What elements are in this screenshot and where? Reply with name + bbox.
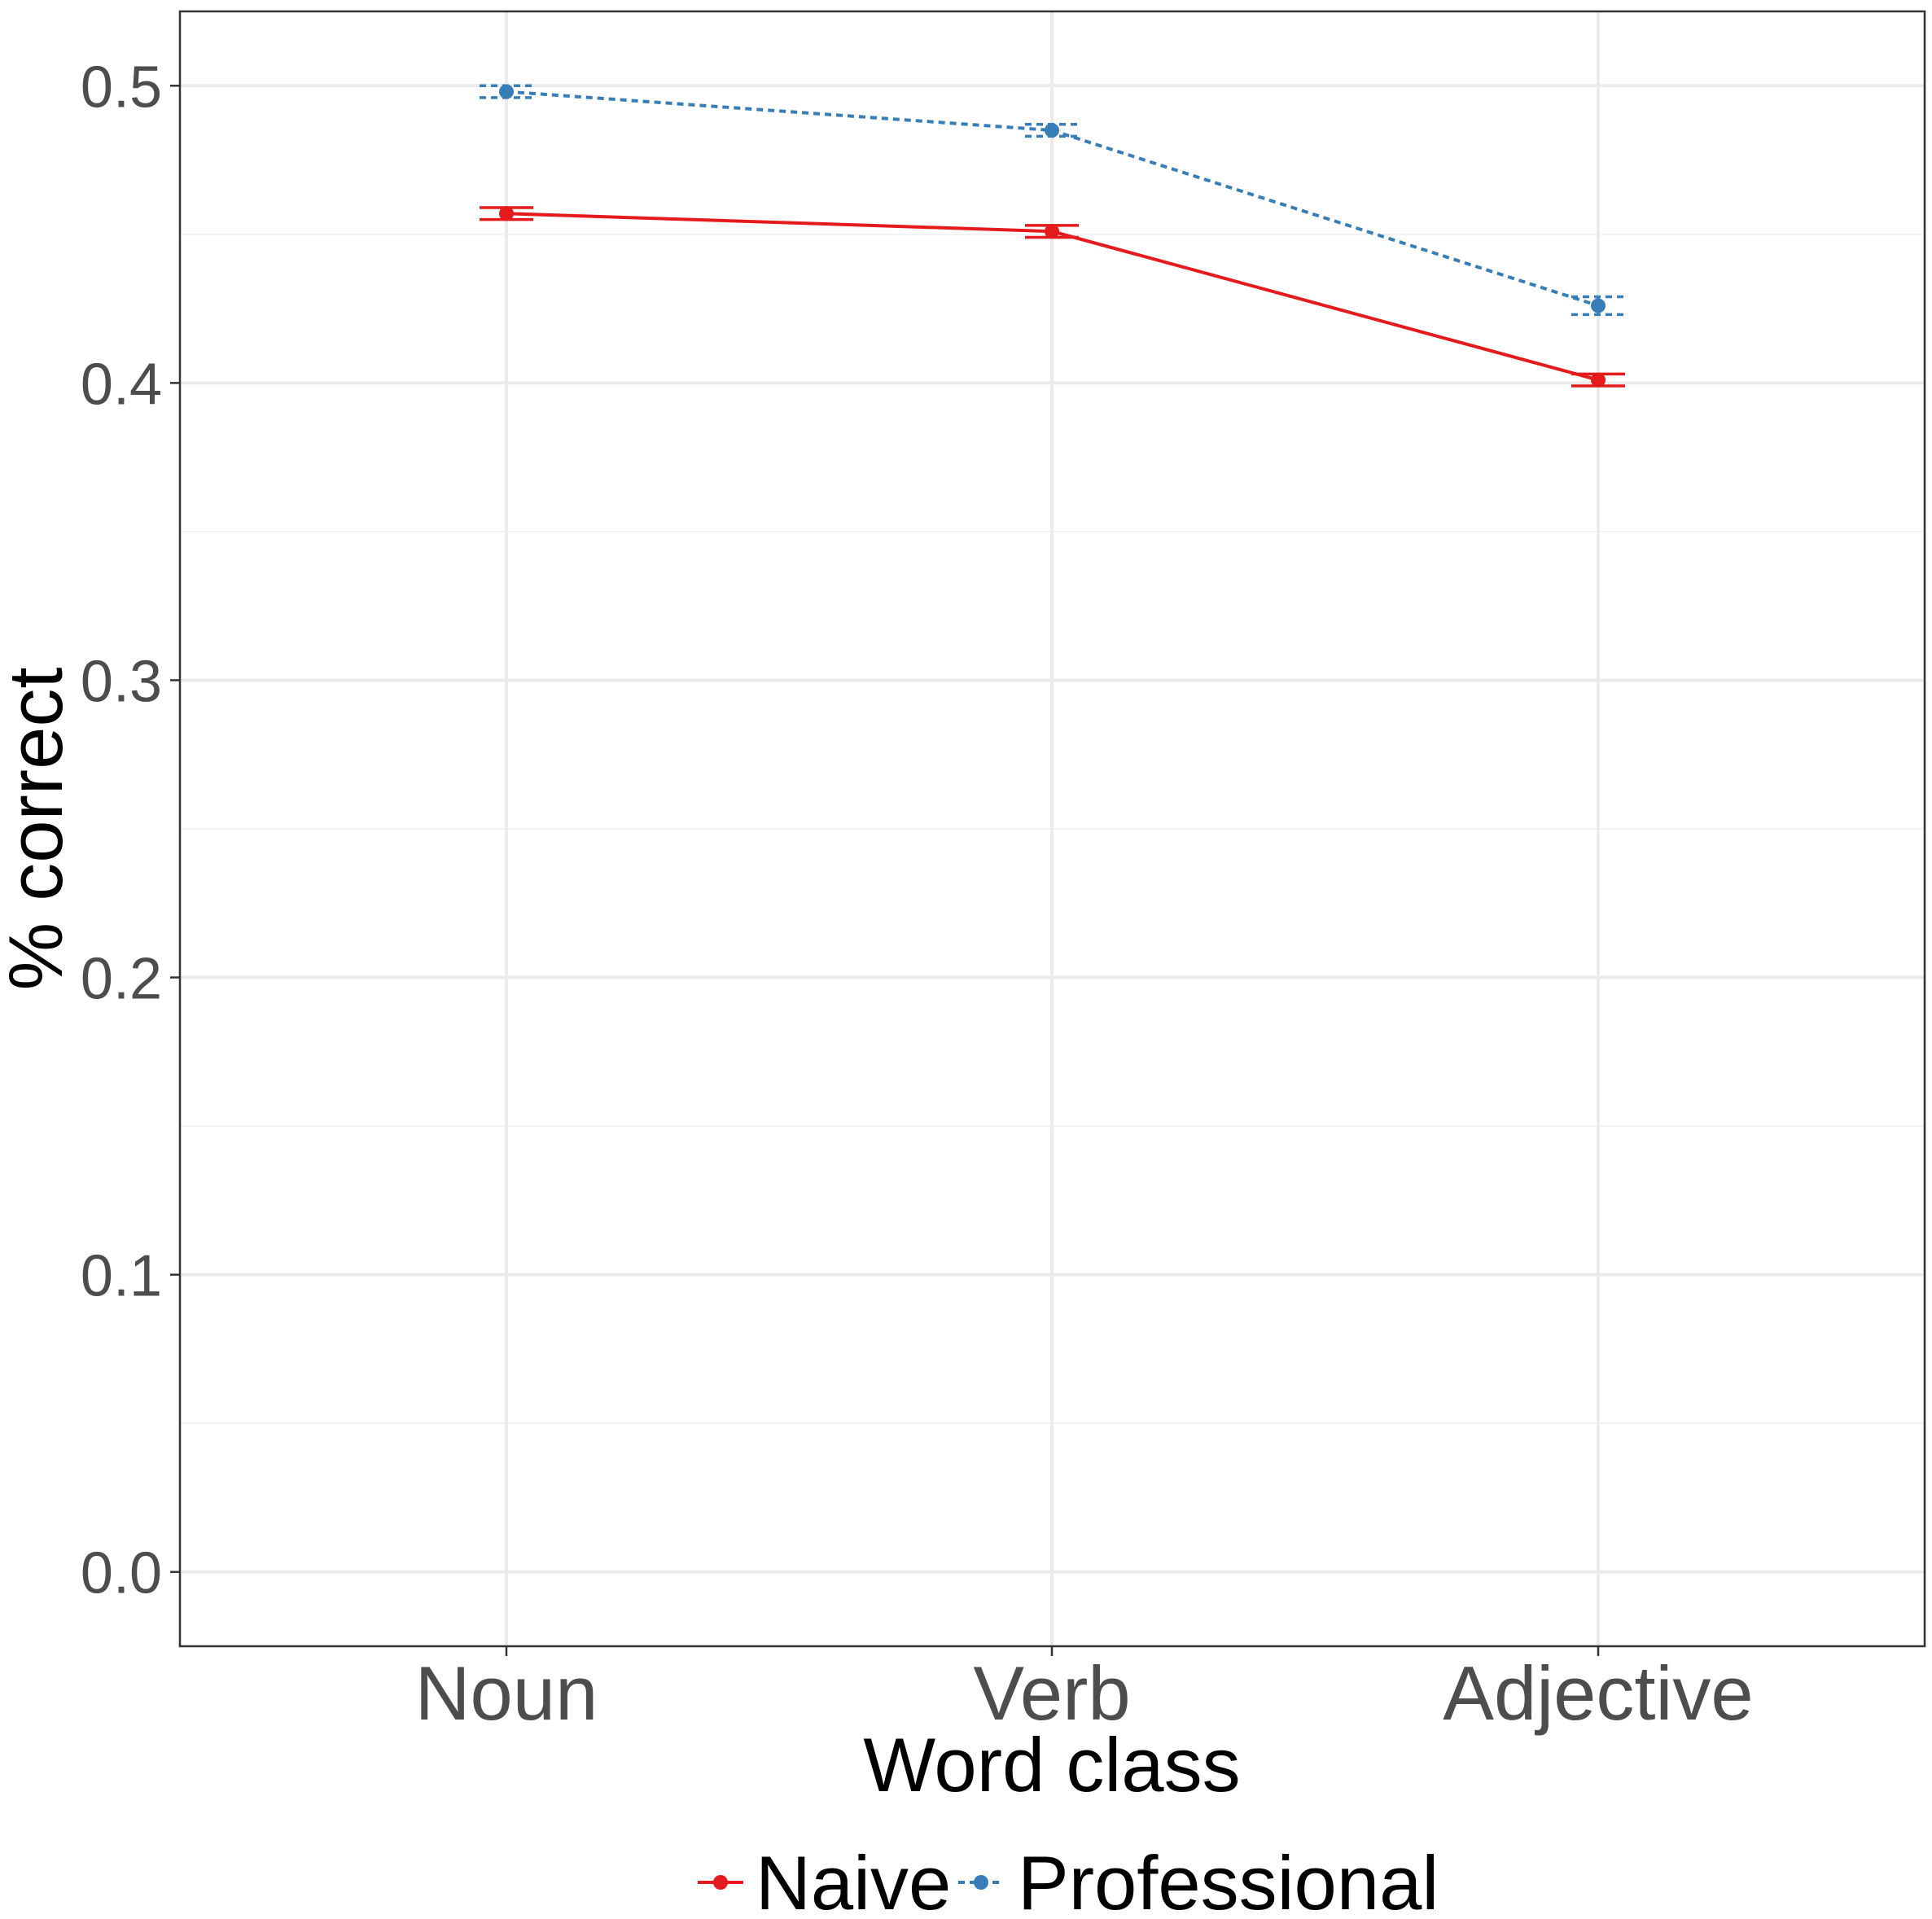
naive-point-adjective — [1591, 372, 1606, 388]
legend-key-point-professional — [974, 1875, 988, 1890]
axis-ticks — [170, 85, 1600, 1656]
y-axis-title: % correct — [0, 668, 78, 991]
x-axis-title: Word class — [863, 1722, 1240, 1807]
y-tick-label: 0.3 — [81, 649, 162, 714]
major-gridlines — [180, 11, 1925, 1646]
y-tick-label: 0.2 — [81, 947, 162, 1012]
y-tick-label: 0.1 — [81, 1244, 162, 1309]
legend: Naive Professional — [698, 1840, 1439, 1919]
professional-point-noun — [499, 84, 514, 99]
y-axis-tick-labels: 0.0 0.1 0.2 0.3 0.4 0.5 — [81, 55, 162, 1606]
naive-point-noun — [499, 206, 514, 221]
y-tick-label: 0.0 — [81, 1541, 162, 1606]
naive-point-verb — [1045, 224, 1059, 239]
legend-label-naive: Naive — [756, 1840, 951, 1919]
legend-item-professional: Professional — [958, 1840, 1439, 1919]
series-professional — [480, 84, 1625, 317]
series-layer — [480, 84, 1625, 388]
x-tick-label-noun: Noun — [415, 1650, 598, 1736]
y-tick-label: 0.4 — [81, 352, 162, 417]
professional-line — [506, 90, 1599, 308]
y-tick-label: 0.5 — [81, 55, 162, 120]
series-naive — [480, 206, 1625, 388]
x-axis-tick-labels: Noun Verb Adjective — [415, 1650, 1754, 1736]
legend-item-naive: Naive — [698, 1840, 951, 1919]
professional-point-verb — [1045, 123, 1059, 138]
legend-key-point-naive — [713, 1875, 728, 1890]
professional-point-adjective — [1591, 298, 1606, 313]
x-tick-label-verb: Verb — [973, 1650, 1130, 1736]
legend-label-professional: Professional — [1018, 1840, 1439, 1919]
x-tick-label-adjective: Adjective — [1443, 1650, 1753, 1736]
